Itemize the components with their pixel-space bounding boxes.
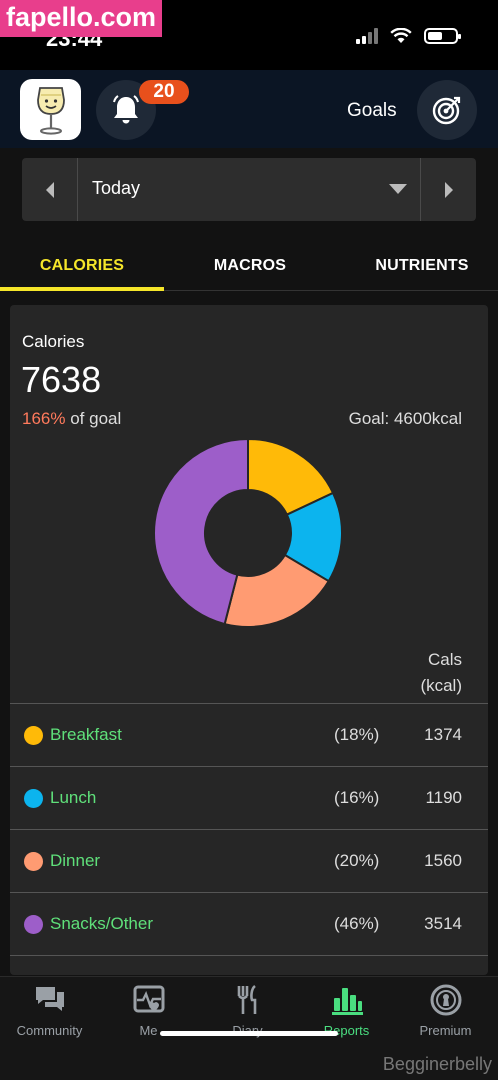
next-day-button[interactable] [420,158,476,221]
meal-cals: 1374 [424,725,462,744]
watermark-top: fapello.com [0,0,163,37]
meal-name: Lunch [50,788,97,807]
breakfast-color-dot [24,726,43,745]
cals-header-line2: (kcal) [420,676,462,695]
snacks-color-dot [24,915,43,934]
dinner-color-dot [24,852,43,871]
tab-macros[interactable]: MACROS [213,256,287,274]
percent-value: 166% [22,409,66,428]
meal-row-dinner[interactable]: Dinner (20%) 1560 [10,829,488,892]
row-divider [10,955,488,956]
reports-icon [331,988,363,1015]
chevron-left-icon [45,181,54,198]
cals-column-header: Cals (kcal) [420,647,462,699]
notification-count-badge: 20 [139,80,189,104]
chevron-down-icon[interactable] [389,184,407,194]
meal-cals: 1560 [424,851,462,870]
date-select-label[interactable]: Today [92,178,141,198]
meal-share: (16%) [334,788,380,807]
meal-name: Dinner [50,851,101,870]
app-logo[interactable] [20,79,81,140]
nav-label: Me [139,1023,158,1038]
cellular-signal-icon [356,28,378,44]
lunch-color-dot [24,789,43,808]
tab-calories[interactable]: CALORIES [39,256,125,274]
percent-of-goal: 166% of goal [22,409,121,429]
previous-day-button[interactable] [22,158,78,221]
meal-cals: 1190 [425,788,462,807]
premium-icon [430,984,461,1016]
card-title: Calories [22,332,85,351]
cals-header-line1: Cals [427,650,462,669]
meal-breakdown-list: Breakfast (18%) 1374 Lunch (16%) 1190 Di… [10,703,488,956]
nav-premium[interactable]: Premium [396,977,495,1049]
home-indicator[interactable] [160,1031,338,1036]
nav-label: Premium [419,1023,472,1038]
nav-me[interactable]: Me [99,977,198,1049]
total-calories: 7638 [21,359,102,400]
nav-diary[interactable]: Diary [198,977,297,1049]
report-tabs: CALORIES MACROS NUTRIENTS [0,240,498,291]
nav-reports[interactable]: Reports [297,977,396,1049]
meal-row-snacks[interactable]: Snacks/Other (46%) 3514 [10,892,488,955]
nav-label: Community [16,1023,83,1038]
donut-slice-breakfast [247,438,335,516]
percent-suffix: of goal [70,409,122,428]
wifi-icon [390,28,412,43]
goals-button[interactable] [417,80,477,140]
reports-content: Today CALORIES MACROS NUTRIENTS Calories… [0,148,498,976]
bell-icon [113,95,139,124]
status-icons [356,28,461,44]
meal-name: Snacks/Other [50,914,153,933]
tab-nutrients[interactable]: NUTRIENTS [375,256,469,274]
goals-label[interactable]: Goals [347,100,397,121]
donut-slice-snacks-other [153,438,249,626]
calories-donut-chart [153,438,343,628]
target-icon [432,96,461,125]
nav-community[interactable]: Community [0,977,99,1049]
meal-share: (20%) [334,851,380,870]
community-icon [35,987,64,1011]
meal-row-lunch[interactable]: Lunch (16%) 1190 [10,766,488,829]
active-tab-indicator [0,287,164,291]
watermark-bottom: Begginerbelly [382,1054,492,1074]
goal-text: Goal: 4600kcal [348,409,462,428]
meal-row-breakfast[interactable]: Breakfast (18%) 1374 [10,703,488,766]
meal-name: Breakfast [50,725,122,744]
date-picker: Today [22,158,476,221]
app-header: 20 Goals [0,70,498,148]
meal-share: (46%) [334,914,380,933]
chevron-right-icon [444,181,453,198]
me-icon [133,985,164,1013]
calories-card: Calories 7638 166% of goal Goal: 4600kca… [10,305,488,975]
bottom-navigation: Community Me Diary Reports [0,976,498,1080]
diary-icon [237,984,256,1014]
meal-cals: 3514 [424,914,462,933]
wine-glass-logo-icon [36,86,65,135]
meal-share: (18%) [334,725,380,744]
battery-icon [424,28,461,44]
